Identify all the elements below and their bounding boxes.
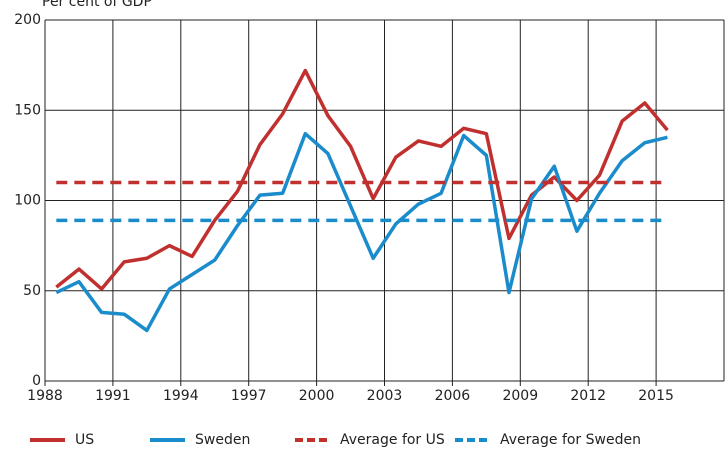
data-line bbox=[55, 68, 669, 291]
legend-label: Average for US bbox=[340, 432, 445, 448]
legend-label: Sweden bbox=[195, 432, 250, 448]
y-tick-label: 100 bbox=[14, 193, 41, 209]
y-tick-label: 50 bbox=[23, 283, 41, 299]
x-tick-label: 2015 bbox=[638, 388, 674, 404]
chart-title: Per cent of GDP bbox=[42, 0, 152, 10]
x-tick-label: 2012 bbox=[570, 388, 606, 404]
y-tick-label: 0 bbox=[32, 373, 41, 389]
x-tick-label: 2009 bbox=[502, 388, 538, 404]
y-tick-label: 200 bbox=[14, 12, 41, 28]
x-tick-label: 2006 bbox=[435, 388, 471, 404]
x-tick-label: 1991 bbox=[95, 388, 131, 404]
data-line bbox=[55, 131, 668, 333]
x-tick-label: 1994 bbox=[163, 388, 199, 404]
legend-label: Average for Sweden bbox=[500, 432, 641, 448]
x-tick-label: 2003 bbox=[367, 388, 403, 404]
x-tick-label: 1997 bbox=[231, 388, 267, 404]
legend-label: US bbox=[75, 432, 94, 448]
x-tick-label: 2000 bbox=[299, 388, 335, 404]
y-tick-label: 150 bbox=[14, 102, 41, 118]
x-tick-label: 1988 bbox=[27, 388, 63, 404]
